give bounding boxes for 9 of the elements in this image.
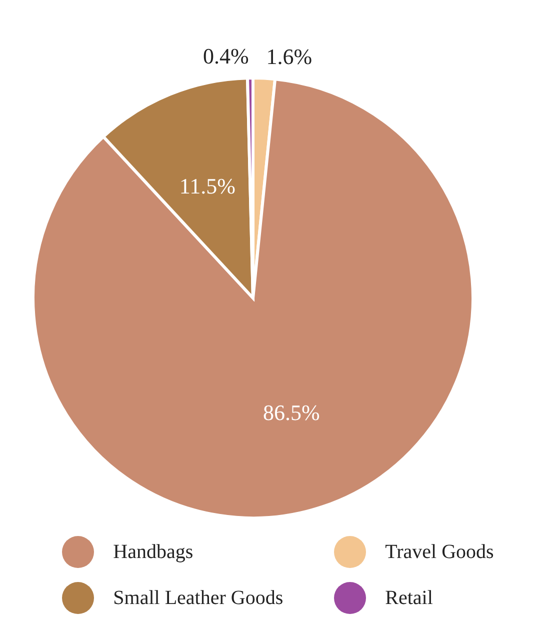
legend-label: Small Leather Goods [113, 586, 284, 610]
legend-label: Travel Goods [385, 540, 494, 564]
legend-label: Retail [385, 586, 433, 610]
data-label: 11.5% [179, 173, 236, 198]
legend-label: Handbags [113, 540, 194, 564]
data-label: 1.6% [266, 44, 312, 69]
pie-slice [32, 78, 474, 520]
data-label: 86.5% [263, 400, 320, 426]
data-label: 0.4% [203, 44, 249, 69]
